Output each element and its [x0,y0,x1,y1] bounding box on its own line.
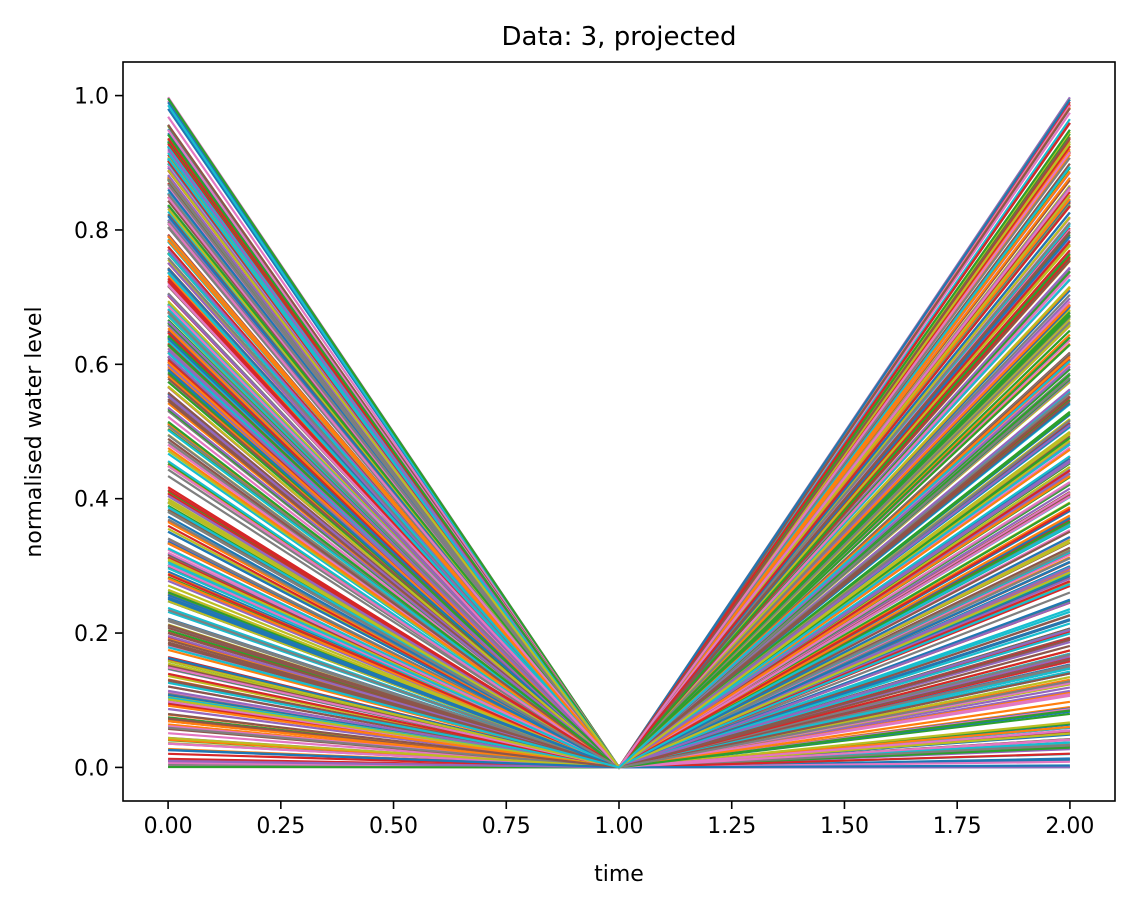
series-layer [167,96,1071,770]
x-tick-label: 1.75 [933,814,982,839]
series-line [167,360,1071,769]
y-tick-label: 0.2 [74,622,109,647]
y-axis-ticks: 0.0 0.2 0.4 0.6 0.8 1.0 [74,85,123,781]
x-tick-label: 0.00 [144,814,193,839]
chart-title: Data: 3, projected [502,22,737,52]
x-tick-label: 1.00 [595,814,644,839]
x-axis-label: time [594,862,644,887]
x-tick-label: 1.25 [707,814,756,839]
x-tick-label: 0.75 [482,814,531,839]
x-axis-ticks: 0.00 0.25 0.50 0.75 1.00 1.25 1.50 1.75 2.00 [144,801,1094,839]
x-tick-label: 1.50 [820,814,869,839]
x-tick-label: 2.00 [1045,814,1094,839]
y-tick-label: 0.4 [74,488,109,513]
y-tick-label: 0.6 [74,353,109,378]
y-tick-label: 0.8 [74,219,109,244]
x-tick-label: 0.25 [256,814,305,839]
y-axis-label: normalised water level [22,306,47,557]
y-tick-label: 0.0 [74,756,109,781]
x-tick-label: 0.50 [369,814,418,839]
y-tick-label: 1.0 [74,85,109,110]
